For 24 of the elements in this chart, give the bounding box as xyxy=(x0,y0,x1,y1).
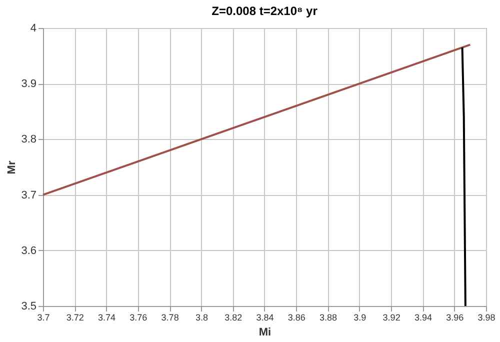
chart-title: Z=0.008 t=2x10⁸ yr xyxy=(212,4,318,18)
x-tick-label: 3.9 xyxy=(354,312,366,322)
x-tick-label: 3.86 xyxy=(288,312,306,322)
x-tick-label: 3.78 xyxy=(161,312,179,322)
x-tick-label: 3.94 xyxy=(414,312,432,322)
x-tick-label: 3.92 xyxy=(382,312,400,322)
y-axis-title: Mr xyxy=(6,160,18,174)
x-tick-label: 3.72 xyxy=(66,312,84,322)
x-tick-label: 3.96 xyxy=(446,312,464,322)
x-tick-label: 3.7 xyxy=(37,312,50,322)
y-tick-label: 4 xyxy=(30,22,36,34)
y-tick-label: 3.6 xyxy=(21,244,36,257)
x-tick-label: 3.84 xyxy=(256,312,274,322)
x-tick-label: 3.74 xyxy=(98,312,116,322)
x-tick-label: 3.8 xyxy=(195,312,208,322)
x-tick-label: 3.76 xyxy=(130,312,148,322)
y-tick-label: 3.5 xyxy=(21,300,36,312)
x-axis-title: Mi xyxy=(258,326,272,338)
x-tick-label: 3.88 xyxy=(320,312,338,322)
x-tick-label: 3.82 xyxy=(224,312,242,322)
y-tick-label: 3.7 xyxy=(21,189,36,202)
y-tick-label: 3.8 xyxy=(21,134,36,146)
x-tick-label: 3.98 xyxy=(478,312,496,322)
y-tick-label: 3.9 xyxy=(21,78,36,90)
